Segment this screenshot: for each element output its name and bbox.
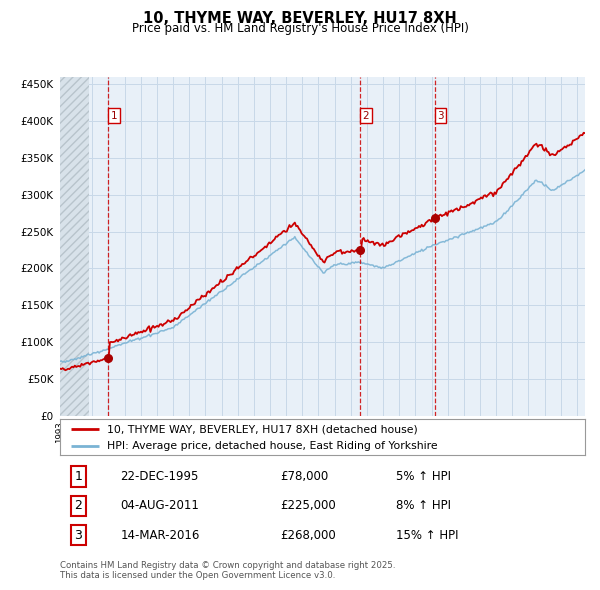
Text: Price paid vs. HM Land Registry's House Price Index (HPI): Price paid vs. HM Land Registry's House … — [131, 22, 469, 35]
Text: £225,000: £225,000 — [281, 499, 336, 513]
Text: 04-AUG-2011: 04-AUG-2011 — [121, 499, 199, 513]
Text: 22-DEC-1995: 22-DEC-1995 — [121, 470, 199, 483]
Text: 1: 1 — [110, 111, 117, 121]
Text: £78,000: £78,000 — [281, 470, 329, 483]
Text: £268,000: £268,000 — [281, 529, 336, 542]
Text: 14-MAR-2016: 14-MAR-2016 — [121, 529, 200, 542]
Text: 10, THYME WAY, BEVERLEY, HU17 8XH (detached house): 10, THYME WAY, BEVERLEY, HU17 8XH (detac… — [107, 424, 418, 434]
Text: 5% ↑ HPI: 5% ↑ HPI — [396, 470, 451, 483]
Text: This data is licensed under the Open Government Licence v3.0.: This data is licensed under the Open Gov… — [60, 571, 335, 580]
Text: 8% ↑ HPI: 8% ↑ HPI — [396, 499, 451, 513]
Text: Contains HM Land Registry data © Crown copyright and database right 2025.: Contains HM Land Registry data © Crown c… — [60, 560, 395, 569]
Text: 2: 2 — [74, 499, 82, 513]
Text: 2: 2 — [363, 111, 370, 121]
Text: 1: 1 — [74, 470, 82, 483]
Text: 15% ↑ HPI: 15% ↑ HPI — [396, 529, 458, 542]
Bar — [60, 77, 89, 416]
Text: 3: 3 — [437, 111, 444, 121]
Text: 10, THYME WAY, BEVERLEY, HU17 8XH: 10, THYME WAY, BEVERLEY, HU17 8XH — [143, 11, 457, 25]
Text: 3: 3 — [74, 529, 82, 542]
Text: HPI: Average price, detached house, East Riding of Yorkshire: HPI: Average price, detached house, East… — [107, 441, 438, 451]
